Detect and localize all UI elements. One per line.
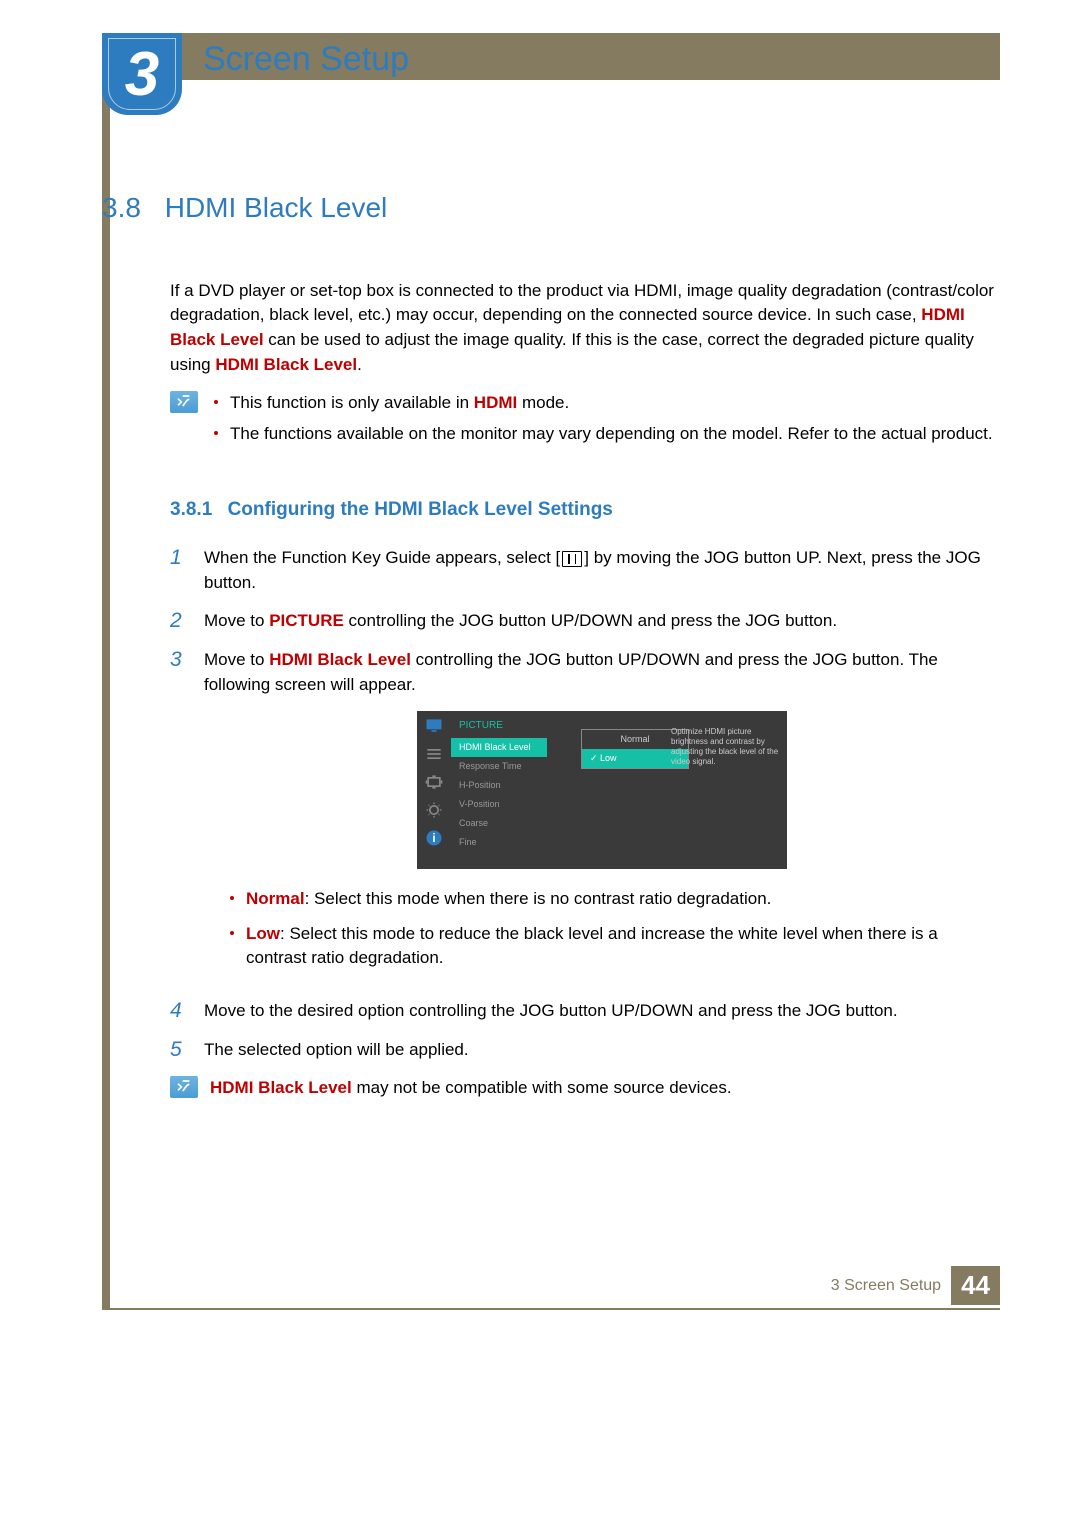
- step-3: 3 Move to HDMI Black Level controlling t…: [170, 648, 1000, 985]
- step-number: 3: [170, 648, 190, 985]
- osd-info-icon: i: [424, 829, 444, 847]
- osd-menu-item: V-Position: [451, 795, 547, 814]
- note-item: The functions available on the monitor m…: [210, 422, 1000, 447]
- subsection-number: 3.8.1: [170, 499, 212, 520]
- osd-menu-item: Coarse: [451, 814, 547, 833]
- osd-main: PICTURE HDMI Black Level Response Time H…: [451, 711, 787, 869]
- footer-text: 3 Screen Setup: [831, 1277, 951, 1295]
- step-body: Move to PICTURE controlling the JOG butt…: [204, 609, 1000, 634]
- subsection-heading: 3.8.1 Configuring the HDMI Black Level S…: [170, 496, 1000, 524]
- content-area: 3.8 HDMI Black Level If a DVD player or …: [102, 188, 1000, 1119]
- step-5: 5 The selected option will be applied.: [170, 1038, 1000, 1063]
- section-heading: 3.8 HDMI Black Level: [102, 188, 1000, 229]
- osd-size-icon: [424, 773, 444, 791]
- note-list: This function is only available in HDMI …: [210, 391, 1000, 452]
- step-2: 2 Move to PICTURE controlling the JOG bu…: [170, 609, 1000, 634]
- footnote-block: HDMI Black Level may not be compatible w…: [170, 1076, 1000, 1101]
- note-item: This function is only available in HDMI …: [210, 391, 1000, 416]
- osd-help-text: Optimize HDMI picture brightness and con…: [671, 727, 781, 767]
- step-body: Move to HDMI Black Level controlling the…: [204, 648, 1000, 985]
- chapter-number: 3: [108, 38, 176, 110]
- osd-screenshot: i PICTURE HDMI Black Level Response Time…: [417, 711, 787, 869]
- step-1: 1 When the Function Key Guide appears, s…: [170, 546, 1000, 595]
- step-body: Move to the desired option controlling t…: [204, 999, 1000, 1024]
- osd-menu-item: Response Time: [451, 757, 547, 776]
- mode-item: Low: Select this mode to reduce the blac…: [226, 922, 1000, 971]
- step-number: 4: [170, 999, 190, 1024]
- footer: 3 Screen Setup 44: [831, 1266, 1000, 1305]
- footer-page-number: 44: [951, 1266, 1000, 1305]
- step-number: 1: [170, 546, 190, 595]
- osd-menu-item: Fine: [451, 833, 547, 852]
- step-body: When the Function Key Guide appears, sel…: [204, 546, 1000, 595]
- note-icon: [170, 1076, 198, 1098]
- mode-description-list: Normal: Select this mode when there is n…: [226, 887, 1000, 971]
- step-4: 4 Move to the desired option controlling…: [170, 999, 1000, 1024]
- step-number: 2: [170, 609, 190, 634]
- intro-paragraph: If a DVD player or set-top box is connec…: [170, 279, 1000, 378]
- step-number: 5: [170, 1038, 190, 1063]
- subsection-title: Configuring the HDMI Black Level Setting…: [217, 499, 613, 520]
- bottom-band: [102, 1308, 1000, 1310]
- footnote-text: HDMI Black Level may not be compatible w…: [210, 1076, 1000, 1101]
- svg-text:i: i: [432, 832, 435, 845]
- chapter-title: Screen Setup: [203, 40, 409, 79]
- section-number: 3.8: [102, 188, 160, 229]
- osd-gear-icon: [424, 801, 444, 819]
- osd-list-icon: [424, 745, 444, 763]
- osd-menu-item: H-Position: [451, 776, 547, 795]
- step-body: The selected option will be applied.: [204, 1038, 1000, 1063]
- mode-item: Normal: Select this mode when there is n…: [226, 887, 1000, 912]
- osd-monitor-icon: [424, 717, 444, 735]
- osd-sidebar: i: [417, 711, 451, 869]
- note-icon: [170, 391, 198, 413]
- menu-icon: [562, 551, 582, 567]
- osd-menu-item: HDMI Black Level: [451, 738, 547, 757]
- chapter-tab: 3: [102, 33, 182, 115]
- note-block: This function is only available in HDMI …: [170, 391, 1000, 452]
- section-title: HDMI Black Level: [165, 192, 388, 223]
